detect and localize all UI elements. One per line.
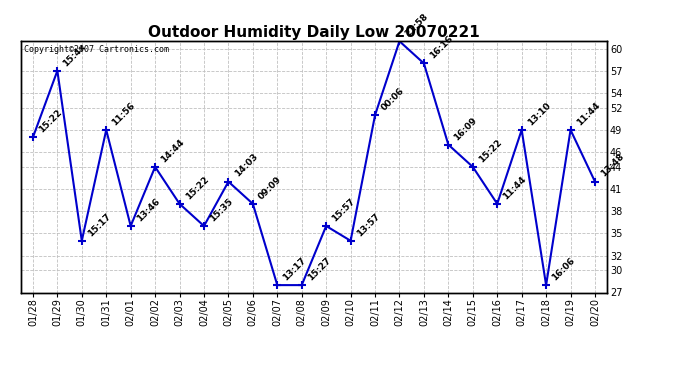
Title: Outdoor Humidity Daily Low 20070221: Outdoor Humidity Daily Low 20070221 [148,25,480,40]
Text: 15:22: 15:22 [477,138,504,164]
Text: Copyright©2007 Cartronics.com: Copyright©2007 Cartronics.com [23,45,168,54]
Text: 11:44: 11:44 [575,100,602,127]
Text: 15:57: 15:57 [331,196,357,223]
Text: 16:06: 16:06 [550,256,577,282]
Text: 13:57: 13:57 [355,211,382,238]
Text: 15:35: 15:35 [208,196,235,223]
Text: 16:16: 16:16 [428,34,455,61]
Text: 15:22: 15:22 [184,174,210,201]
Text: 14:03: 14:03 [233,152,259,179]
Text: 16:09: 16:09 [453,116,479,142]
Text: 09:09: 09:09 [257,174,284,201]
Text: 13:17: 13:17 [282,256,308,282]
Text: 13:46: 13:46 [135,196,161,223]
Text: 15:17: 15:17 [86,211,112,238]
Text: 11:56: 11:56 [110,100,137,127]
Text: 15:22: 15:22 [37,108,63,135]
Text: 21:58: 21:58 [404,12,431,39]
Text: 13:48: 13:48 [599,152,626,179]
Text: 11:44: 11:44 [502,174,528,201]
Text: 00:06: 00:06 [380,86,406,112]
Text: 15:4x: 15:4x [61,42,88,68]
Text: 14:44: 14:44 [159,137,186,164]
Text: 13:10: 13:10 [526,100,553,127]
Text: 15:27: 15:27 [306,256,333,282]
